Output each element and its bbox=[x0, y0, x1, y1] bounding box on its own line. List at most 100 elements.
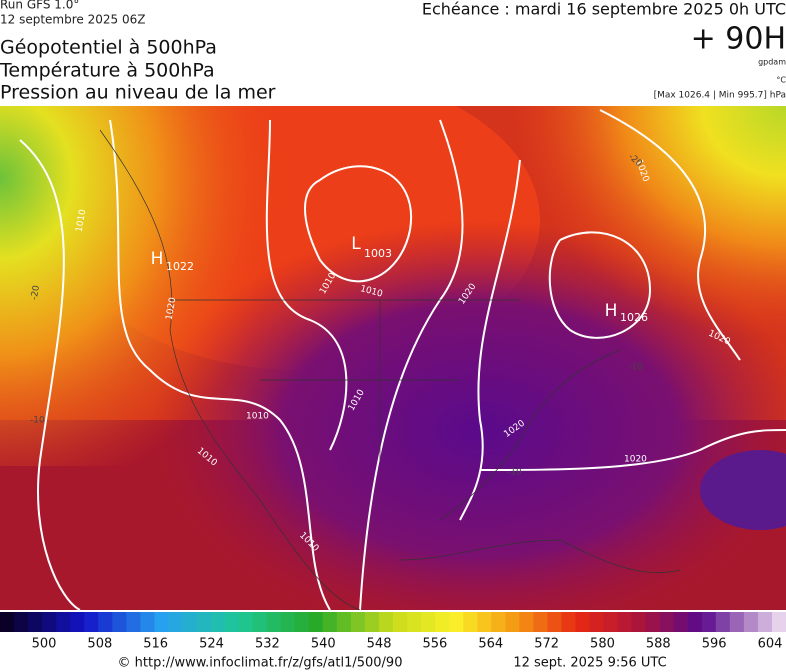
isotherm-label: -10 bbox=[628, 363, 643, 373]
color-swatch bbox=[603, 612, 619, 632]
color-swatch bbox=[266, 612, 282, 632]
map-field bbox=[0, 106, 786, 610]
color-swatch bbox=[112, 612, 127, 632]
scale-label: 572 bbox=[534, 637, 559, 652]
color-swatch bbox=[168, 612, 183, 632]
color-swatch bbox=[0, 612, 15, 632]
color-swatch bbox=[98, 612, 113, 632]
scale-label: 564 bbox=[478, 637, 503, 652]
scale-label: 508 bbox=[87, 637, 112, 652]
color-swatch bbox=[449, 612, 464, 632]
color-swatch bbox=[322, 612, 338, 632]
color-swatch bbox=[196, 612, 212, 632]
isotherm-label: -20 bbox=[30, 284, 42, 300]
title: Température à 500hPa bbox=[0, 60, 215, 82]
color-swatch bbox=[673, 612, 689, 632]
center-symbol: L bbox=[351, 234, 361, 254]
isobar-label: 1010 bbox=[246, 412, 269, 422]
valid-time: Echéance : mardi 16 septembre 2025 0h UT… bbox=[422, 0, 786, 19]
color-swatch bbox=[435, 612, 450, 632]
color-swatch bbox=[659, 612, 675, 632]
color-swatch bbox=[224, 612, 240, 632]
isobar-label: 1010 bbox=[75, 208, 89, 233]
color-swatch bbox=[463, 612, 478, 632]
color-swatch bbox=[238, 612, 254, 632]
center-value: 1022 bbox=[166, 260, 194, 273]
scale-label: 524 bbox=[199, 637, 224, 652]
scale-label: 516 bbox=[143, 637, 168, 652]
source: © http://www.infoclimat.fr/z/gfs/atl1/50… bbox=[118, 656, 403, 671]
color-swatch bbox=[154, 612, 169, 632]
color-swatch bbox=[280, 612, 296, 632]
color-swatch bbox=[771, 612, 786, 632]
timestamp: 12 sept. 2025 9:56 UTC bbox=[513, 656, 666, 671]
color-swatch bbox=[547, 612, 562, 632]
color-swatch bbox=[70, 612, 85, 632]
color-swatch bbox=[631, 612, 647, 632]
color-swatch bbox=[477, 612, 492, 632]
color-swatch bbox=[701, 612, 717, 632]
color-swatch bbox=[589, 612, 605, 632]
color-swatch bbox=[308, 612, 324, 632]
scale-label: 556 bbox=[423, 637, 448, 652]
isobar-label: 1020 bbox=[165, 296, 179, 321]
color-swatch bbox=[42, 612, 57, 632]
center-symbol: H bbox=[605, 301, 618, 321]
scale-label: 596 bbox=[702, 637, 727, 652]
color-scale-labels: 500 508 516 524 532 540 548 556 564 572 580 588 596 6… bbox=[32, 637, 783, 652]
title: Géopotentiel à 500hPa bbox=[0, 37, 217, 59]
color-swatch bbox=[126, 612, 141, 632]
color-swatch bbox=[56, 612, 71, 632]
isobar-label: 1020 bbox=[624, 455, 647, 465]
scale-label: 588 bbox=[646, 637, 671, 652]
color-swatch bbox=[715, 612, 731, 632]
unit: gpdam bbox=[758, 58, 786, 67]
color-swatch bbox=[84, 612, 99, 632]
scale-label: 540 bbox=[311, 637, 336, 652]
scale-label: 604 bbox=[758, 637, 783, 652]
color-scale bbox=[0, 612, 786, 632]
color-swatch bbox=[364, 612, 380, 632]
color-swatch bbox=[378, 612, 394, 632]
color-swatch bbox=[336, 612, 352, 632]
title: Pression au niveau de la mer bbox=[0, 82, 276, 104]
color-swatch bbox=[743, 612, 759, 632]
color-swatch bbox=[561, 612, 576, 632]
color-swatch bbox=[617, 612, 633, 632]
lead-time: + 90H bbox=[691, 22, 786, 57]
scale-label: 548 bbox=[367, 637, 392, 652]
color-swatch bbox=[491, 612, 506, 632]
scale-label: 532 bbox=[255, 637, 280, 652]
color-swatch bbox=[519, 612, 534, 632]
center-value: 1026 bbox=[620, 311, 648, 324]
color-swatch bbox=[140, 612, 155, 632]
color-swatch bbox=[533, 612, 548, 632]
color-swatch bbox=[28, 612, 43, 632]
run: Run GFS 1.0° bbox=[0, 0, 79, 12]
scale-label: 580 bbox=[590, 637, 615, 652]
isotherm-label: -10 bbox=[507, 468, 522, 478]
pressure-range: [Max 1026.4 | Min 995.7] hPa bbox=[654, 91, 786, 101]
color-swatch bbox=[645, 612, 661, 632]
color-swatch bbox=[421, 612, 436, 632]
color-swatch bbox=[182, 612, 197, 632]
isotherm-label: -10 bbox=[30, 416, 45, 426]
run-date: 12 septembre 2025 06Z bbox=[0, 13, 145, 27]
color-swatch bbox=[393, 612, 408, 632]
center-value: 1003 bbox=[364, 247, 392, 260]
center-symbol: H bbox=[151, 249, 164, 269]
color-swatch bbox=[252, 612, 268, 632]
scale-label: 500 bbox=[32, 637, 57, 652]
color-swatch bbox=[294, 612, 310, 632]
color-swatch bbox=[505, 612, 520, 632]
color-swatch bbox=[210, 612, 226, 632]
unit: °C bbox=[776, 76, 786, 85]
color-swatch bbox=[729, 612, 745, 632]
pressure-centers: H 1022 L 1003 H 1026 bbox=[151, 234, 648, 324]
color-swatch bbox=[757, 612, 773, 632]
color-swatch bbox=[14, 612, 29, 632]
color-swatch bbox=[687, 612, 703, 632]
color-swatch bbox=[350, 612, 366, 632]
